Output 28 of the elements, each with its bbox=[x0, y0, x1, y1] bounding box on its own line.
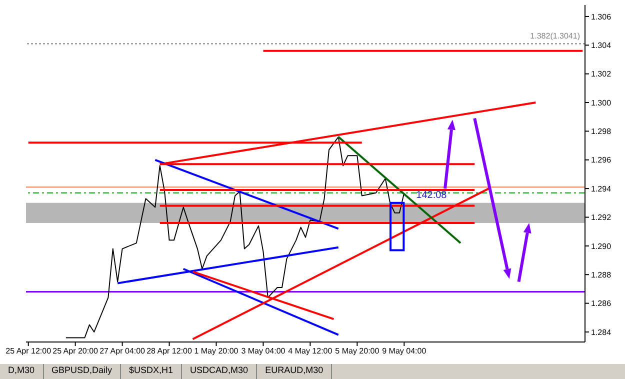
annotation: 142:08 bbox=[416, 190, 448, 201]
x-tick-label: 25 Apr 12:00 bbox=[6, 346, 52, 356]
x-tick-label: 5 May 20:00 bbox=[335, 346, 380, 356]
text: GBPUSD,Daily bbox=[44, 364, 122, 379]
x-tick-label: 9 May 04:00 bbox=[382, 346, 427, 356]
y-tick-label: 1.286 bbox=[591, 299, 612, 308]
y-tick-label: 1.292 bbox=[591, 213, 612, 222]
y-tick-label: 1.302 bbox=[591, 70, 612, 79]
y-tick-label: 1.296 bbox=[591, 156, 612, 165]
x-tick-label: 25 Apr 20:00 bbox=[52, 346, 99, 356]
y-tick-label: 1.298 bbox=[591, 127, 612, 136]
y-tick-label: 1.294 bbox=[591, 184, 612, 194]
text: USDCAD,M30 bbox=[182, 364, 258, 379]
text: $USDX,H1 bbox=[121, 364, 182, 379]
y-tick-label: 1.300 bbox=[591, 98, 612, 108]
x-tick-label: 1 May 20:00 bbox=[194, 346, 239, 356]
y-tick-label: 1.306 bbox=[591, 12, 612, 22]
x-tick-label: 27 Apr 04:00 bbox=[100, 346, 146, 356]
y-tick-label: 1.288 bbox=[591, 270, 612, 280]
text: EURAUD,M30 bbox=[257, 364, 332, 379]
ref-line-label: 1.382(1.3041) bbox=[530, 32, 580, 41]
x-tick-label: 4 May 12:00 bbox=[288, 346, 333, 356]
x-tick-label: 3 May 04:00 bbox=[241, 346, 286, 356]
y-tick-label: 1.304 bbox=[591, 40, 612, 50]
y-tick-label: 1.284 bbox=[591, 328, 612, 337]
x-tick-label: 28 Apr 12:00 bbox=[146, 346, 193, 356]
text: D,M30 bbox=[0, 364, 44, 379]
y-tick-label: 1.290 bbox=[591, 242, 612, 251]
